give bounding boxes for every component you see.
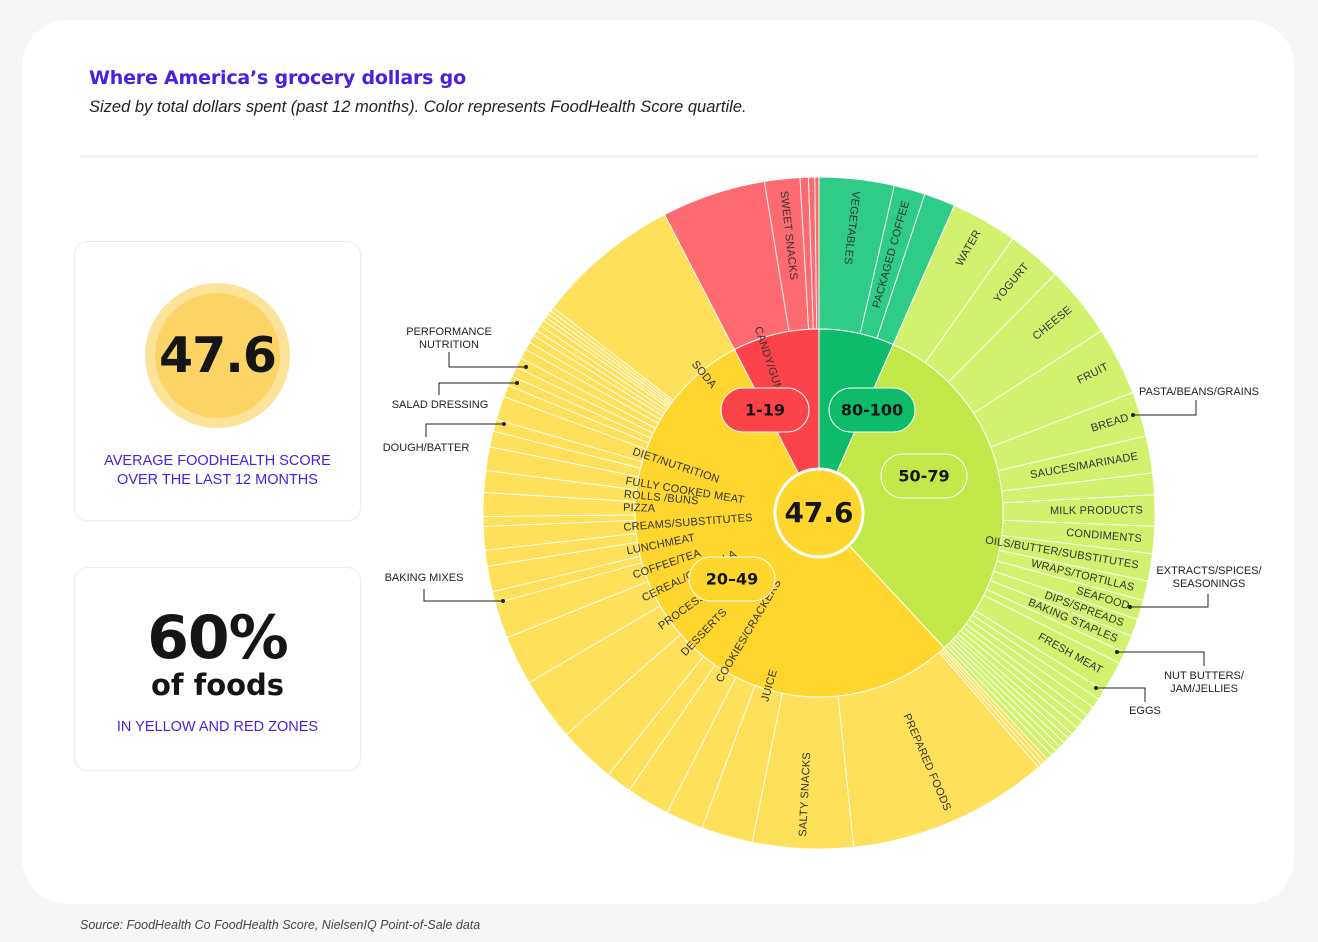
callout-dot-eggs (1094, 686, 1098, 690)
percent-caption: IN YELLOW AND RED ZONES (116, 719, 319, 735)
average-score-value: 47.6 (155, 293, 280, 418)
callout-dot-extracts-spices-seasonings (1128, 605, 1132, 609)
pill-20-49 (688, 556, 776, 602)
callout-label-extracts-spices: EXTRACTS/SPICES/ (1156, 565, 1262, 577)
callout-line-pasta-beans-grains (1133, 400, 1197, 416)
center-value: 47.6 (784, 496, 853, 529)
chart-subtitle: Sized by total dollars spent (past 12 mo… (89, 98, 747, 116)
pill-label-1-19: 1-19 (745, 401, 785, 420)
callout-label-seasonings: SEASONINGS (1173, 578, 1246, 590)
score-badge: 47.6 (145, 283, 290, 428)
callout-dot-performance-nutrition (524, 365, 528, 369)
header-divider (80, 155, 1258, 158)
callout-line-eggs (1096, 687, 1146, 702)
callout-dot-dough-batter (502, 422, 506, 426)
callout-label-nutrition: NUTRITION (419, 339, 479, 351)
pill-50-79 (880, 453, 968, 499)
callout-line-salad-dressing (438, 382, 517, 395)
callout-line-baking-mixes (423, 589, 503, 602)
label-salty-snacks: SALTY SNACKS (797, 752, 813, 837)
pill-label-20-49: 20–49 (706, 570, 759, 589)
callout-label-nut-butters: NUT BUTTERS/ (1164, 670, 1245, 682)
callout-label-eggs: EGGS (1129, 705, 1161, 717)
callout-label-jam-jellies: JAM/JELLIES (1170, 683, 1238, 695)
average-score-card: 47.6 AVERAGE FOODHEALTH SCORE OVER THE L… (74, 241, 361, 521)
callout-dot-salad-dressing (515, 381, 519, 385)
source-note: Source: FoodHealth Co FoodHealth Score, … (80, 918, 481, 932)
pill-80-100 (828, 387, 916, 433)
percent-label: of foods (150, 668, 285, 702)
label-pizza: PIZZA (623, 502, 656, 515)
callout-line-performance-nutrition (448, 352, 526, 368)
pill-label-50-79: 50-79 (898, 467, 949, 486)
label-milk-products: MILK PRODUCTS (1050, 504, 1143, 517)
chart-title: Where America’s grocery dollars go (89, 67, 466, 89)
callout-label-baking-mixes: BAKING MIXES (385, 572, 464, 584)
callout-label-performance: PERFORMANCE (406, 326, 492, 338)
callout-line-nut-butters-jam-jellies (1117, 651, 1205, 666)
callout-label-dough-batter: DOUGH/BATTER (383, 442, 470, 454)
callout-dot-baking-mixes (501, 599, 505, 603)
pill-label-80-100: 80-100 (841, 401, 903, 420)
outer-ring (482, 176, 1156, 850)
average-score-label-line1: AVERAGE FOODHEALTH SCORE (104, 453, 331, 469)
callout-dot-pasta-beans-grains (1131, 413, 1135, 417)
average-score-label-line2: OVER THE LAST 12 MONTHS (117, 472, 318, 488)
callout-line-extracts-spices-seasonings (1130, 594, 1209, 608)
center-circle (773, 467, 865, 559)
percent-foods-card: 60% of foods IN YELLOW AND RED ZONES (74, 567, 361, 771)
callout-label-salad-dressing: SALAD DRESSING (392, 399, 489, 411)
percent-value: 60% (147, 603, 289, 673)
pill-1-19 (720, 387, 810, 433)
callout-label-pasta-beans-grains: PASTA/BEANS/GRAINS (1139, 386, 1259, 398)
callout-dot-nut-butters-jam-jellies (1115, 650, 1119, 654)
callout-line-dough-batter (425, 423, 504, 437)
quartile-pills: 80-100 50-79 20–49 1-19 (688, 387, 968, 602)
